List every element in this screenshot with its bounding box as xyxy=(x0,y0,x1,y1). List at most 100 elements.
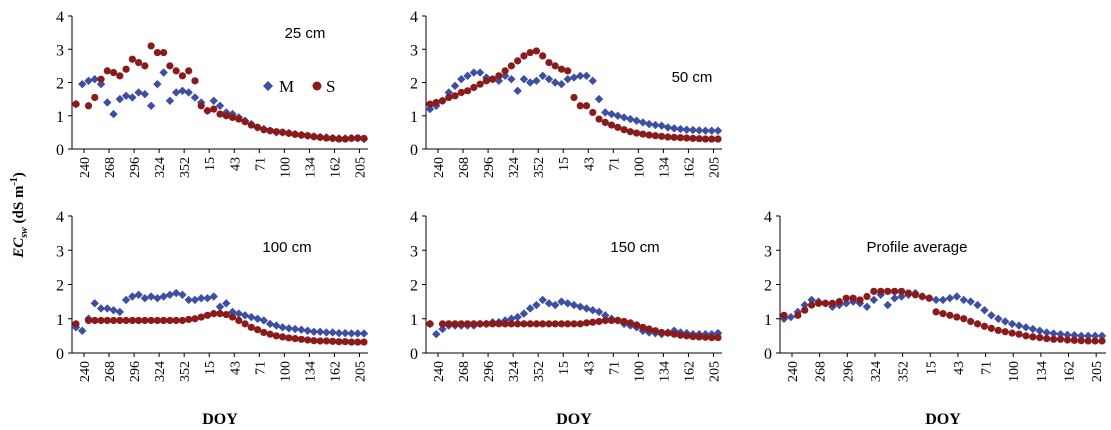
data-point-m xyxy=(178,290,187,299)
data-point-s xyxy=(607,121,616,129)
data-point-s xyxy=(695,333,703,341)
data-point-s xyxy=(994,326,1002,334)
data-point-m xyxy=(563,74,572,84)
data-point-s xyxy=(849,294,857,302)
y-tick-label: 1 xyxy=(56,312,64,329)
data-point-s xyxy=(532,47,541,55)
data-point-m xyxy=(438,324,447,334)
x-tick-label: 43 xyxy=(952,361,967,375)
data-point-m xyxy=(1035,326,1044,335)
x-tick-label: 100 xyxy=(632,157,647,178)
data-point-s xyxy=(470,83,478,92)
data-point-s xyxy=(576,320,584,328)
data-point-s xyxy=(651,132,659,140)
data-point-s xyxy=(658,328,666,337)
data-point-s xyxy=(482,320,490,328)
data-point-s xyxy=(116,316,124,325)
data-point-m xyxy=(1042,328,1051,337)
y-label-subscript: sw xyxy=(19,227,30,239)
data-point-m xyxy=(171,288,181,298)
data-point-s xyxy=(664,133,672,141)
x-tick-label: 240 xyxy=(432,361,447,382)
data-point-m xyxy=(987,311,996,320)
data-point-s xyxy=(341,338,349,346)
data-point-m xyxy=(303,326,312,335)
data-point-m xyxy=(432,329,441,339)
data-point-m xyxy=(519,74,529,84)
data-point-s xyxy=(701,333,710,341)
data-point-s xyxy=(884,287,892,295)
data-point-s xyxy=(501,320,509,328)
data-point-s xyxy=(960,315,968,323)
data-point-m xyxy=(688,125,698,135)
y-tick-label: 2 xyxy=(410,76,418,93)
data-point-s xyxy=(72,100,80,108)
data-point-m xyxy=(890,294,899,303)
data-point-s xyxy=(495,72,503,80)
data-point-s xyxy=(1001,328,1009,336)
data-point-m xyxy=(78,79,87,89)
data-point-s xyxy=(683,332,691,340)
data-point-m xyxy=(651,120,660,130)
data-point-s xyxy=(316,337,324,345)
data-point-s xyxy=(1008,329,1016,337)
data-point-m xyxy=(450,81,460,91)
data-point-m xyxy=(657,121,666,130)
data-point-m xyxy=(557,297,566,306)
data-point-s xyxy=(329,134,337,142)
data-point-s xyxy=(595,115,603,123)
legend-marker-m xyxy=(263,81,273,91)
data-point-s xyxy=(557,65,566,73)
data-point-s xyxy=(147,42,155,50)
y-tick-label: 3 xyxy=(56,42,64,59)
data-point-m xyxy=(159,68,168,77)
data-point-s xyxy=(426,100,434,108)
data-point-s xyxy=(589,108,597,117)
data-point-m xyxy=(695,126,704,135)
x-tick-label: 240 xyxy=(786,361,801,382)
data-point-s xyxy=(664,329,672,337)
data-point-s xyxy=(84,316,93,325)
data-point-s xyxy=(589,318,597,326)
data-point-s xyxy=(272,128,280,136)
data-point-m xyxy=(284,324,294,333)
data-point-m xyxy=(626,114,635,124)
data-point-s xyxy=(526,320,534,328)
y-tick-label: 0 xyxy=(410,142,418,159)
data-point-s xyxy=(241,320,249,328)
data-point-s xyxy=(457,320,465,328)
data-point-m xyxy=(713,126,723,135)
data-point-s xyxy=(626,128,634,136)
data-point-s xyxy=(601,316,609,325)
data-point-m xyxy=(959,295,968,305)
data-point-s xyxy=(507,62,515,70)
data-point-s xyxy=(445,93,453,102)
data-point-s xyxy=(91,316,99,325)
data-point-s xyxy=(595,317,603,326)
data-point-m xyxy=(1083,331,1093,341)
data-point-s xyxy=(689,134,697,142)
data-point-s xyxy=(160,48,168,57)
data-point-s xyxy=(614,316,622,325)
data-point-m xyxy=(576,302,585,311)
y-tick-label: 4 xyxy=(56,9,64,26)
data-point-s xyxy=(197,102,205,110)
data-point-s xyxy=(222,311,230,319)
svg-text:ECsw (dS m-1): ECsw (dS m-1) xyxy=(9,172,30,259)
data-point-m xyxy=(165,96,175,105)
data-point-m xyxy=(952,292,962,301)
data-point-m xyxy=(980,305,989,315)
x-tick-label: 352 xyxy=(897,361,912,382)
data-point-s xyxy=(891,287,899,295)
data-point-m xyxy=(463,71,472,81)
x-tick-label: 352 xyxy=(178,361,193,382)
data-point-s xyxy=(72,320,80,328)
data-point-m xyxy=(869,295,879,305)
data-point-m xyxy=(966,297,975,306)
data-point-m xyxy=(109,109,118,119)
data-point-s xyxy=(507,320,515,328)
data-point-s xyxy=(84,102,93,110)
panel-title: 150 cm xyxy=(610,239,659,256)
y-tick-label: 4 xyxy=(56,209,64,226)
data-point-s xyxy=(147,316,155,325)
